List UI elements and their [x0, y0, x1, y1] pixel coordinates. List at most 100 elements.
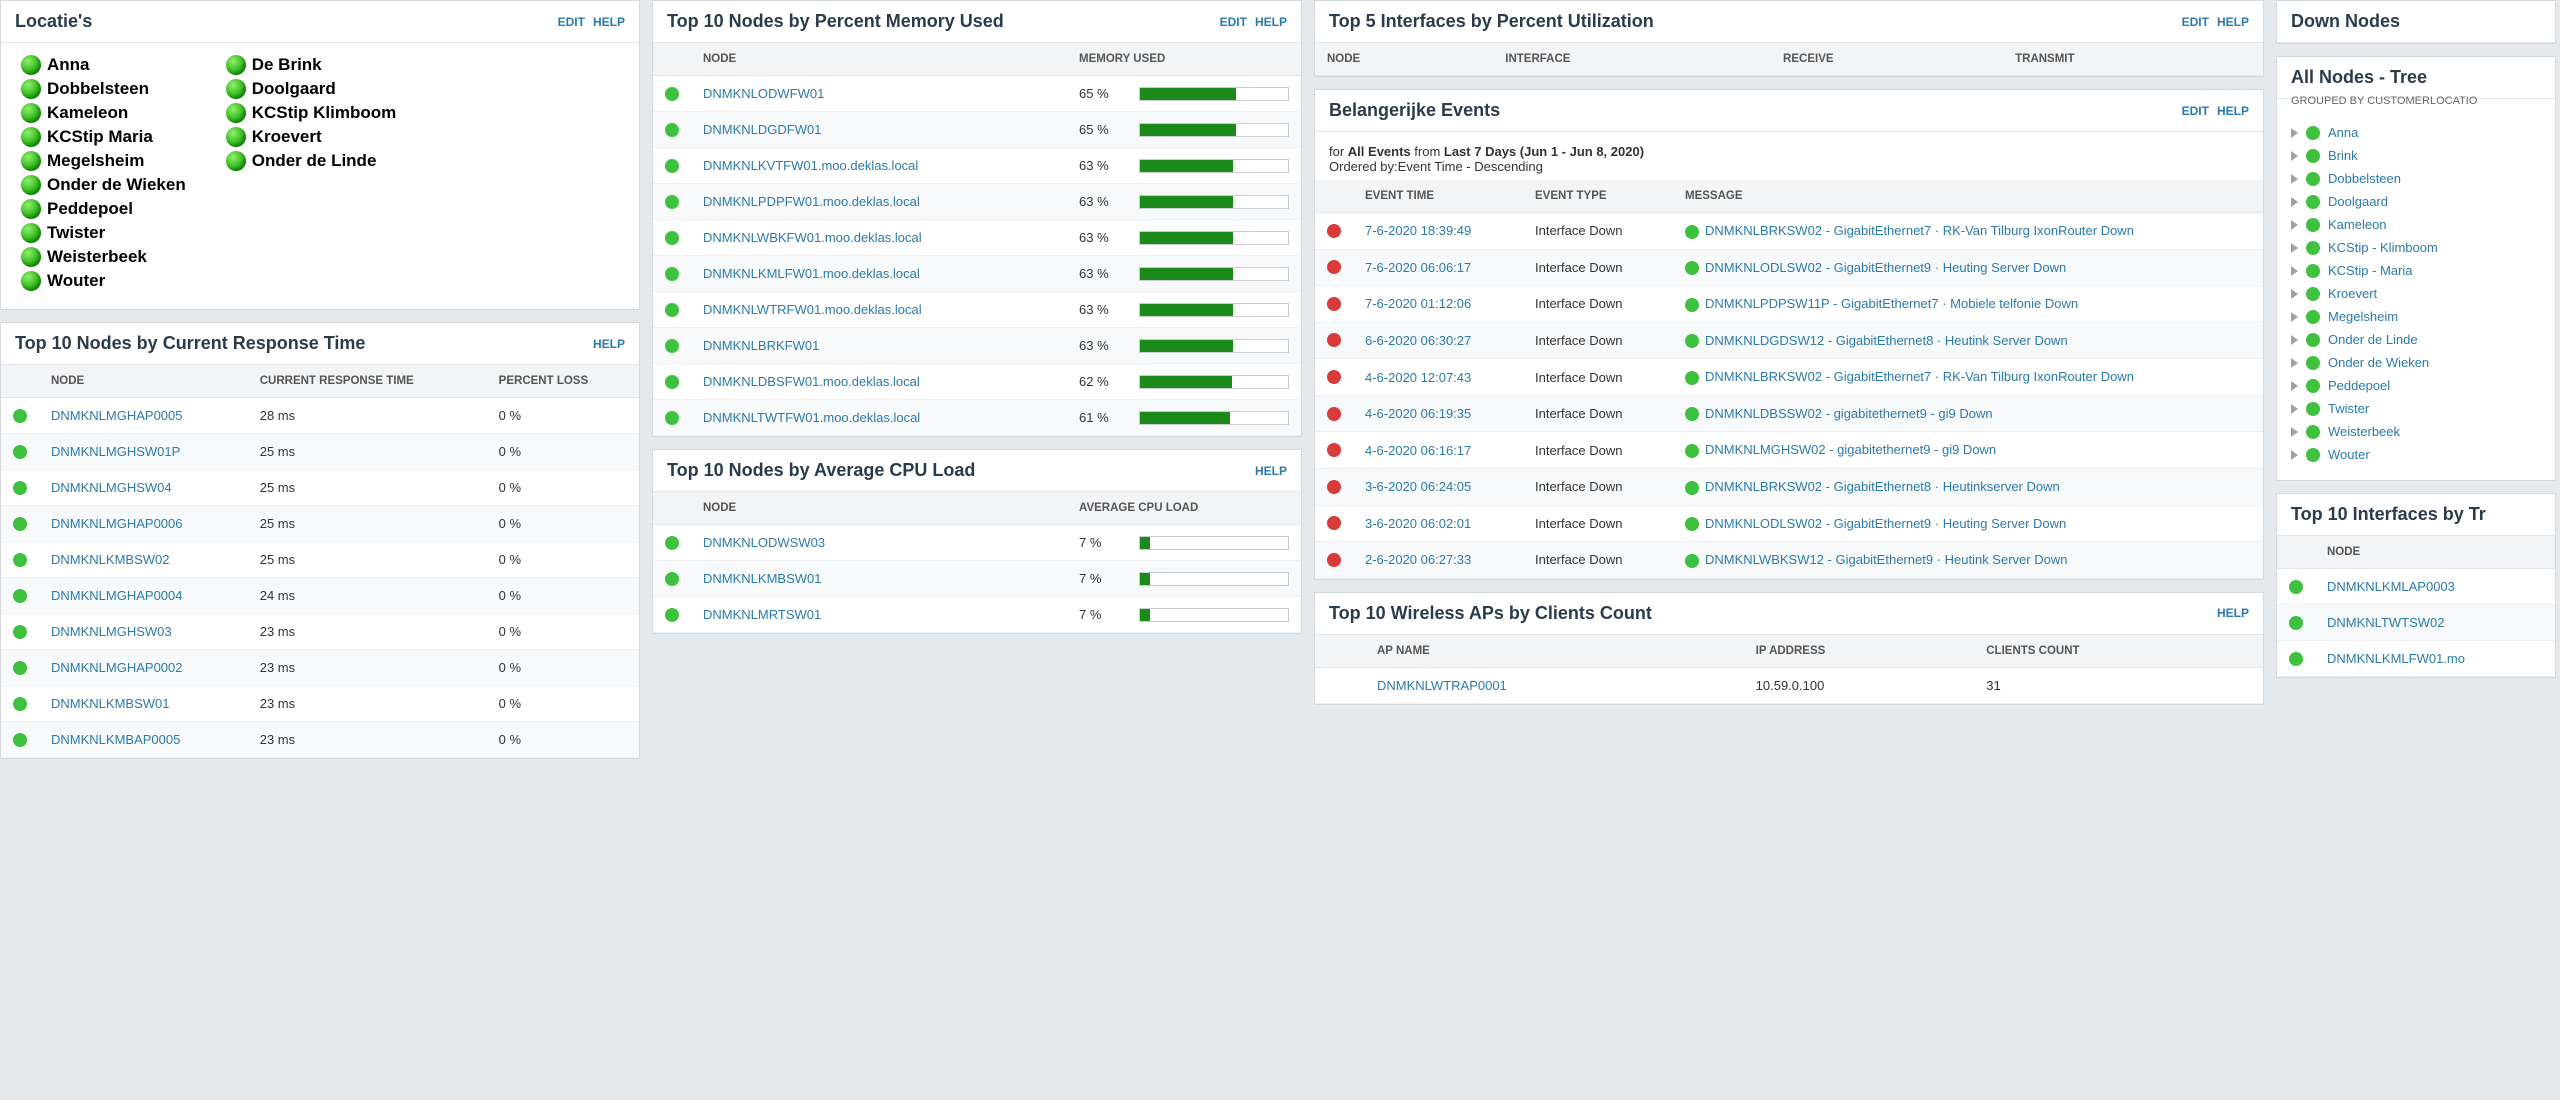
tree-label[interactable]: KCStip - Klimboom	[2328, 240, 2438, 255]
edit-link[interactable]: EDIT	[2182, 15, 2209, 29]
node-link[interactable]: DNMKNLWBKFW01.moo.deklas.local	[703, 230, 922, 245]
event-time-link[interactable]: 7-6-2020 18:39:49	[1365, 223, 1471, 238]
table-row[interactable]: DNMKNLMGHSW0323 ms0 %	[1, 614, 639, 650]
node-link[interactable]: DNMKNLKMBSW02	[51, 552, 169, 567]
tree-label[interactable]: Onder de Wieken	[2328, 355, 2429, 370]
location-item[interactable]: Onder de Linde	[226, 151, 397, 171]
node-link[interactable]: DNMKNLMGHSW04	[51, 480, 172, 495]
message-link[interactable]: DNMKNLDBSSW02 - gigabitethernet9 - gi9 D…	[1705, 406, 1993, 421]
location-item[interactable]: Dobbelsteen	[21, 79, 186, 99]
tree-label[interactable]: Kroevert	[2328, 286, 2377, 301]
table-row[interactable]: DNMKNLKMBSW0123 ms0 %	[1, 686, 639, 722]
table-row[interactable]: DNMKNLKMLFW01.moo.deklas.local63 %	[653, 256, 1301, 292]
event-time-link[interactable]: 7-6-2020 06:06:17	[1365, 260, 1471, 275]
node-link[interactable]: DNMKNLTWTFW01.moo.deklas.local	[703, 410, 920, 425]
node-link[interactable]: DNMKNLKMBSW01	[703, 571, 821, 586]
table-row[interactable]: DNMKNLKMLAP0003	[2277, 569, 2555, 605]
ap-link[interactable]: DNMKNLWTRAP0001	[1377, 678, 1507, 693]
tree-label[interactable]: Dobbelsteen	[2328, 171, 2401, 186]
node-link[interactable]: DNMKNLODWFW01	[703, 86, 824, 101]
table-row[interactable]: 4-6-2020 06:16:17Interface DownDNMKNLMGH…	[1315, 432, 2263, 469]
tree-label[interactable]: Brink	[2328, 148, 2358, 163]
node-link[interactable]: DNMKNLMGHSW03	[51, 624, 172, 639]
tree-item[interactable]: Anna	[2285, 121, 2547, 144]
table-row[interactable]: 7-6-2020 01:12:06Interface DownDNMKNLPDP…	[1315, 286, 2263, 323]
node-link[interactable]: DNMKNLMGHAP0002	[51, 660, 183, 675]
tree-item[interactable]: Kameleon	[2285, 213, 2547, 236]
table-row[interactable]: DNMKNLTWTFW01.moo.deklas.local61 %	[653, 400, 1301, 436]
event-time-link[interactable]: 7-6-2020 01:12:06	[1365, 296, 1471, 311]
tree-item[interactable]: KCStip - Klimboom	[2285, 236, 2547, 259]
table-row[interactable]: DNMKNLBRKFW0163 %	[653, 328, 1301, 364]
event-time-link[interactable]: 4-6-2020 06:16:17	[1365, 443, 1471, 458]
edit-link[interactable]: EDIT	[2182, 104, 2209, 118]
node-link[interactable]: DNMKNLWTRFW01.moo.deklas.local	[703, 302, 922, 317]
help-link[interactable]: HELP	[1255, 464, 1287, 478]
tree-item[interactable]: Peddepoel	[2285, 374, 2547, 397]
node-link[interactable]: DNMKNLKMBAP0005	[51, 732, 180, 747]
message-link[interactable]: DNMKNLMGHSW02 - gigabitethernet9 - gi9 D…	[1705, 442, 1996, 457]
table-row[interactable]: DNMKNLDGDFW0165 %	[653, 112, 1301, 148]
node-link[interactable]: DNMKNLMGHAP0006	[51, 516, 183, 531]
message-link[interactable]: DNMKNLODLSW02 - GigabitEthernet9 · Heuti…	[1705, 516, 2066, 531]
edit-link[interactable]: EDIT	[1220, 15, 1247, 29]
table-row[interactable]: DNMKNLMGHAP000625 ms0 %	[1, 506, 639, 542]
help-link[interactable]: HELP	[2217, 606, 2249, 620]
table-row[interactable]: DNMKNLKMBAP000523 ms0 %	[1, 722, 639, 758]
location-item[interactable]: Wouter	[21, 271, 186, 291]
message-link[interactable]: DNMKNLBRKSW02 - GigabitEthernet8 · Heuti…	[1705, 479, 2060, 494]
event-time-link[interactable]: 4-6-2020 06:19:35	[1365, 406, 1471, 421]
table-row[interactable]: 7-6-2020 18:39:49Interface DownDNMKNLBRK…	[1315, 213, 2263, 250]
message-link[interactable]: DNMKNLPDPSW11P - GigabitEthernet7 · Mobi…	[1705, 296, 2078, 311]
table-row[interactable]: DNMKNLKVTFW01.moo.deklas.local63 %	[653, 148, 1301, 184]
node-link[interactable]: DNMKNLDBSFW01.moo.deklas.local	[703, 374, 920, 389]
tree-item[interactable]: Megelsheim	[2285, 305, 2547, 328]
tree-label[interactable]: Doolgaard	[2328, 194, 2388, 209]
event-time-link[interactable]: 3-6-2020 06:02:01	[1365, 516, 1471, 531]
table-row[interactable]: DNMKNLMGHSW0425 ms0 %	[1, 470, 639, 506]
table-row[interactable]: DNMKNLWTRFW01.moo.deklas.local63 %	[653, 292, 1301, 328]
message-link[interactable]: DNMKNLBRKSW02 - GigabitEthernet7 · RK-Va…	[1705, 223, 2134, 238]
tree-item[interactable]: Brink	[2285, 144, 2547, 167]
help-link[interactable]: HELP	[2217, 15, 2249, 29]
event-time-link[interactable]: 2-6-2020 06:27:33	[1365, 552, 1471, 567]
node-link[interactable]: DNMKNLBRKFW01	[703, 338, 819, 353]
message-link[interactable]: DNMKNLBRKSW02 - GigabitEthernet7 · RK-Va…	[1705, 369, 2134, 384]
help-link[interactable]: HELP	[2217, 104, 2249, 118]
message-link[interactable]: DNMKNLODLSW02 - GigabitEthernet9 · Heuti…	[1705, 260, 2066, 275]
tree-item[interactable]: Onder de Linde	[2285, 328, 2547, 351]
tree-item[interactable]: Wouter	[2285, 443, 2547, 466]
table-row[interactable]: DNMKNLWTRAP000110.59.0.10031	[1315, 667, 2263, 703]
location-item[interactable]: Doolgaard	[226, 79, 397, 99]
table-row[interactable]: 4-6-2020 12:07:43Interface DownDNMKNLBRK…	[1315, 359, 2263, 396]
event-time-link[interactable]: 3-6-2020 06:24:05	[1365, 479, 1471, 494]
table-row[interactable]: 2-6-2020 06:27:33Interface DownDNMKNLWBK…	[1315, 542, 2263, 579]
location-item[interactable]: Twister	[21, 223, 186, 243]
location-item[interactable]: Megelsheim	[21, 151, 186, 171]
table-row[interactable]: DNMKNLMGHAP000424 ms0 %	[1, 578, 639, 614]
node-link[interactable]: DNMKNLODWSW03	[703, 535, 825, 550]
table-row[interactable]: 3-6-2020 06:24:05Interface DownDNMKNLBRK…	[1315, 468, 2263, 505]
edit-link[interactable]: EDIT	[558, 15, 585, 29]
node-link[interactable]: DNMKNLMGHAP0005	[51, 408, 183, 423]
location-item[interactable]: Kroevert	[226, 127, 397, 147]
event-time-link[interactable]: 4-6-2020 12:07:43	[1365, 370, 1471, 385]
table-row[interactable]: DNMKNLPDPFW01.moo.deklas.local63 %	[653, 184, 1301, 220]
location-item[interactable]: Peddepoel	[21, 199, 186, 219]
node-link[interactable]: DNMKNLKMLFW01.mo	[2327, 651, 2465, 666]
table-row[interactable]: DNMKNLKMBSW017 %	[653, 561, 1301, 597]
table-row[interactable]: 7-6-2020 06:06:17Interface DownDNMKNLODL…	[1315, 249, 2263, 286]
tree-label[interactable]: KCStip - Maria	[2328, 263, 2413, 278]
table-row[interactable]: DNMKNLKMBSW0225 ms0 %	[1, 542, 639, 578]
location-item[interactable]: KCStip Klimboom	[226, 103, 397, 123]
table-row[interactable]: 6-6-2020 06:30:27Interface DownDNMKNLDGD…	[1315, 322, 2263, 359]
table-row[interactable]: 4-6-2020 06:19:35Interface DownDNMKNLDBS…	[1315, 395, 2263, 432]
tree-label[interactable]: Megelsheim	[2328, 309, 2398, 324]
location-item[interactable]: De Brink	[226, 55, 397, 75]
tree-label[interactable]: Peddepoel	[2328, 378, 2390, 393]
help-link[interactable]: HELP	[593, 15, 625, 29]
node-link[interactable]: DNMKNLKMLAP0003	[2327, 579, 2455, 594]
location-item[interactable]: Anna	[21, 55, 186, 75]
tree-item[interactable]: Weisterbeek	[2285, 420, 2547, 443]
tree-label[interactable]: Wouter	[2328, 447, 2370, 462]
